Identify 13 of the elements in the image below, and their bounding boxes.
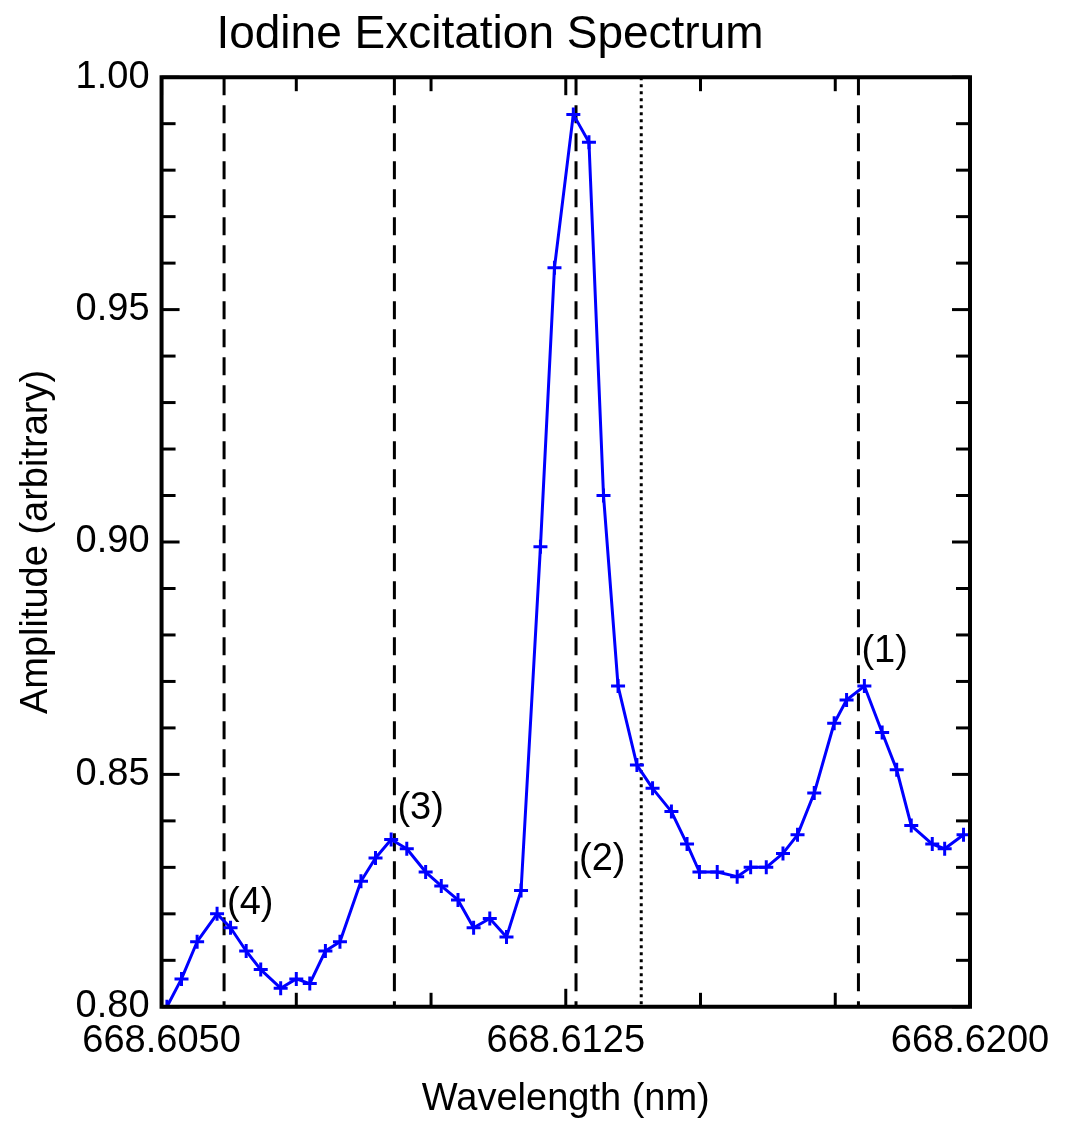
x-tick-label: 668.6200	[890, 1018, 1050, 1061]
y-tick-label: 1.00	[75, 53, 150, 96]
x-axis-title: Wavelength (nm)	[421, 1075, 710, 1118]
annotation: (1)	[861, 627, 908, 670]
annotation: (2)	[579, 835, 626, 878]
chart-title: Iodine Excitation Spectrum	[216, 6, 764, 59]
y-axis-title: Amplitude (arbitrary)	[13, 369, 56, 715]
x-tick-label: 668.6125	[486, 1018, 646, 1061]
y-tick-label: 0.90	[75, 518, 150, 561]
annotation: (3)	[397, 785, 444, 828]
annotation: (4)	[227, 879, 274, 922]
y-tick-label: 0.95	[75, 286, 150, 329]
y-tick-label: 0.85	[75, 750, 150, 793]
